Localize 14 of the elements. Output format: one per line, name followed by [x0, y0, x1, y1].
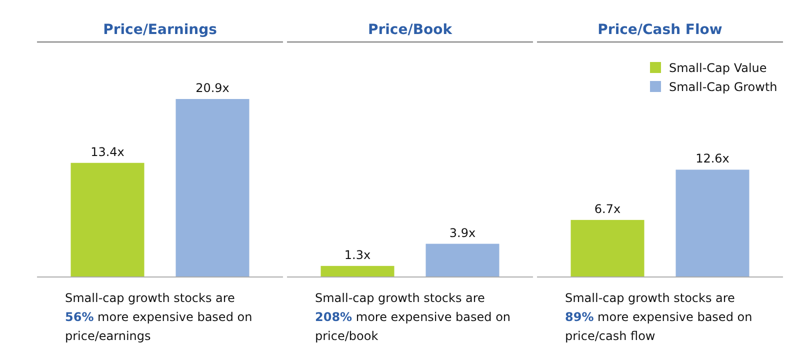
data-label: 20.9x: [196, 81, 230, 95]
text: Small-cap growth stocks are 208% more expensive based on price/book: [315, 291, 511, 343]
text: Small-cap growth stocks are 56% more expensive based on price/earnings: [65, 291, 252, 343]
data-label: 6.7x: [594, 202, 621, 216]
data-label: 12.6x: [696, 152, 730, 166]
data-label: 3.9x: [449, 226, 476, 240]
legend-label: Small-Cap Growth: [669, 80, 778, 94]
chart-title: Price/Cash Flow: [598, 22, 722, 38]
data-label: 1.3x: [344, 248, 371, 262]
text: Small-cap growth stocks are 89% more expensive based on price/cash flow: [565, 291, 752, 343]
legend-label: Small-Cap Value: [669, 61, 767, 75]
chart-title: Price/Book: [368, 22, 453, 38]
chart-title: Price/Earnings: [103, 22, 217, 38]
data-label: 13.4x: [90, 144, 124, 159]
